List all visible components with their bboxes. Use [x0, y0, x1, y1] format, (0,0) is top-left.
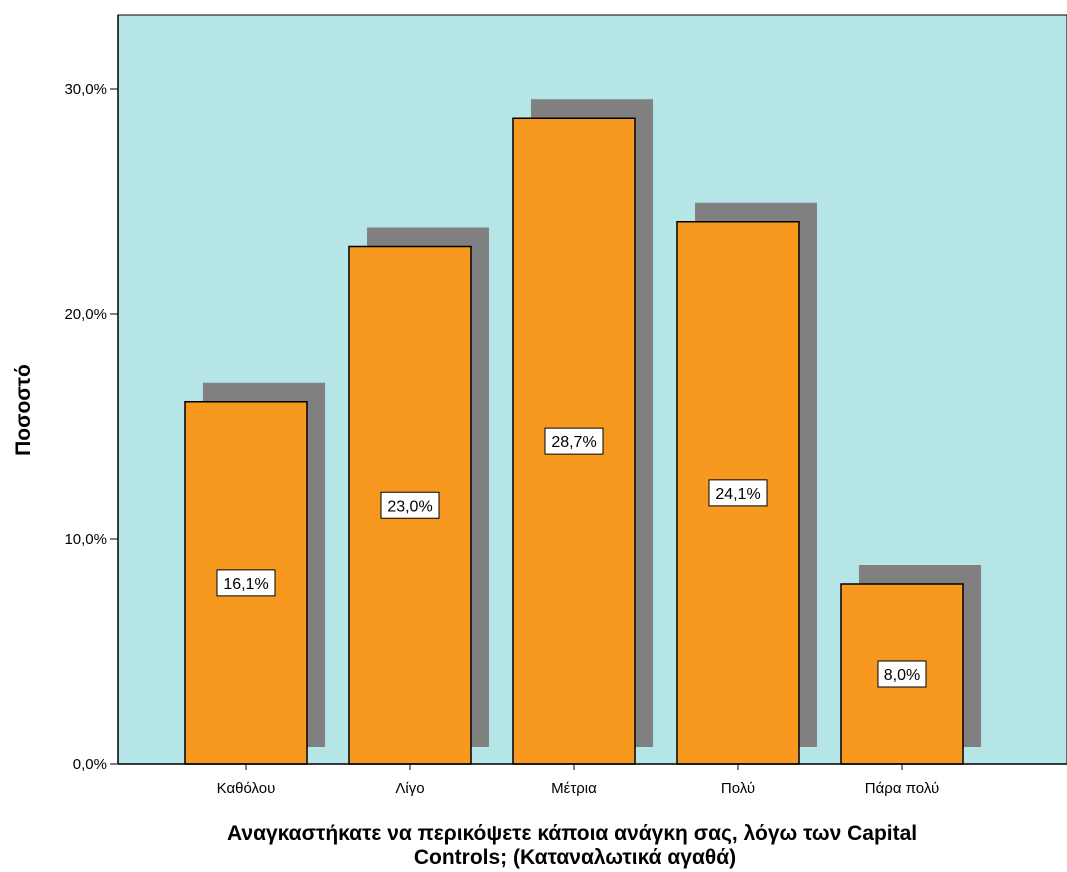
- data-label-box: [708, 479, 768, 507]
- x-tick-label: Καθόλου: [217, 780, 276, 797]
- x-tick-label: Μέτρια: [551, 780, 597, 797]
- y-tick-label: 20,0%: [64, 306, 107, 323]
- x-tick-label: Λίγο: [395, 780, 424, 797]
- data-label: 23,0%: [387, 498, 432, 515]
- data-label-box: [544, 427, 604, 455]
- data-label: 24,1%: [715, 486, 760, 503]
- x-axis-title-line-1: Αναγκαστήκατε να περικόψετε κάποια ανάγκ…: [227, 822, 917, 845]
- data-label-box: [216, 569, 276, 597]
- data-label: 28,7%: [551, 434, 596, 451]
- y-tick-label: 0,0%: [73, 756, 107, 773]
- data-label-box: [877, 660, 927, 688]
- x-axis-title: Αναγκαστήκατε να περικόψετε κάποια ανάγκ…: [227, 822, 923, 869]
- data-label: 8,0%: [884, 667, 920, 684]
- y-tick-label: 10,0%: [64, 531, 107, 548]
- x-axis-title-line-2: Controls; (Καταναλωτικά αγαθά): [414, 846, 736, 869]
- x-tick-label: Πολύ: [721, 780, 755, 797]
- y-tick-label: 30,0%: [64, 81, 107, 98]
- data-label: 16,1%: [223, 576, 268, 593]
- data-label-box: [380, 491, 440, 519]
- y-axis-title: Ποσοστό: [12, 364, 35, 456]
- x-tick-label: Πάρα πολύ: [865, 780, 939, 797]
